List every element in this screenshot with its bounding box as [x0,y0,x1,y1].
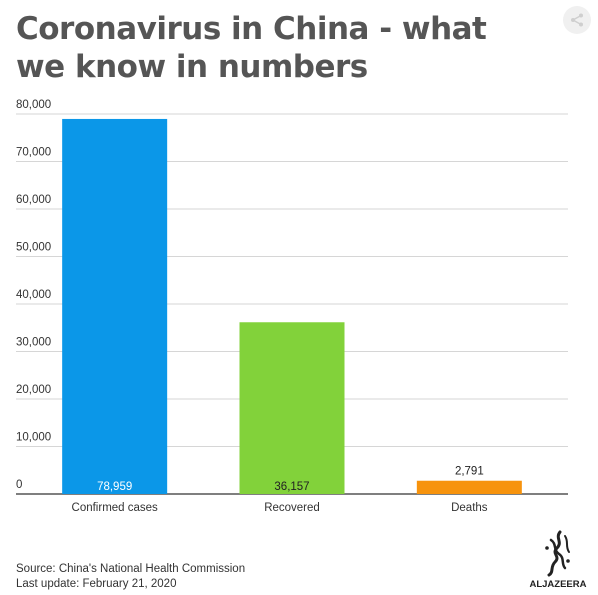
y-tick-label: 10,000 [16,432,51,444]
y-tick-label: 50,000 [16,242,51,254]
x-tick-label: Deaths [451,502,488,514]
aljazeera-logo-icon: ALJAZEERA [527,528,589,590]
x-tick-label: Confirmed cases [72,502,159,514]
y-tick-label: 70,000 [16,147,51,159]
value-label: 78,959 [97,481,132,493]
y-tick-label: 40,000 [16,289,51,301]
share-icon [571,13,583,27]
bars [62,118,522,494]
value-label: 2,791 [455,466,484,478]
value-label: 36,157 [274,481,309,493]
last-update-note: Last update: February 21, 2020 [16,578,177,590]
bar-recovered [239,322,345,494]
x-tick-label: Recovered [264,502,320,514]
y-tick-label: 30,000 [16,337,51,349]
x-axis-labels: Confirmed cases Recovered Deaths [72,502,488,514]
y-tick-label: 80,000 [16,99,51,111]
share-button[interactable] [563,6,591,34]
value-labels: 78,959 36,157 2,791 [97,466,484,493]
bar-confirmed-cases [62,118,168,494]
y-tick-label: 60,000 [16,194,51,206]
y-tick-label: 20,000 [16,384,51,396]
y-tick-label: 0 [16,479,22,491]
y-axis-ticks: 0 10,000 20,000 30,000 40,000 50,000 60,000 70,… [16,99,51,491]
logo-wordmark: ALJAZEERA [529,579,586,590]
bar-deaths [416,480,522,494]
page-title: Coronavirus in China - what we know in n… [16,11,487,85]
source-note: Source: China's National Health Commissi… [16,563,246,575]
chart-footer: Source: China's National Health Commissi… [16,562,245,592]
